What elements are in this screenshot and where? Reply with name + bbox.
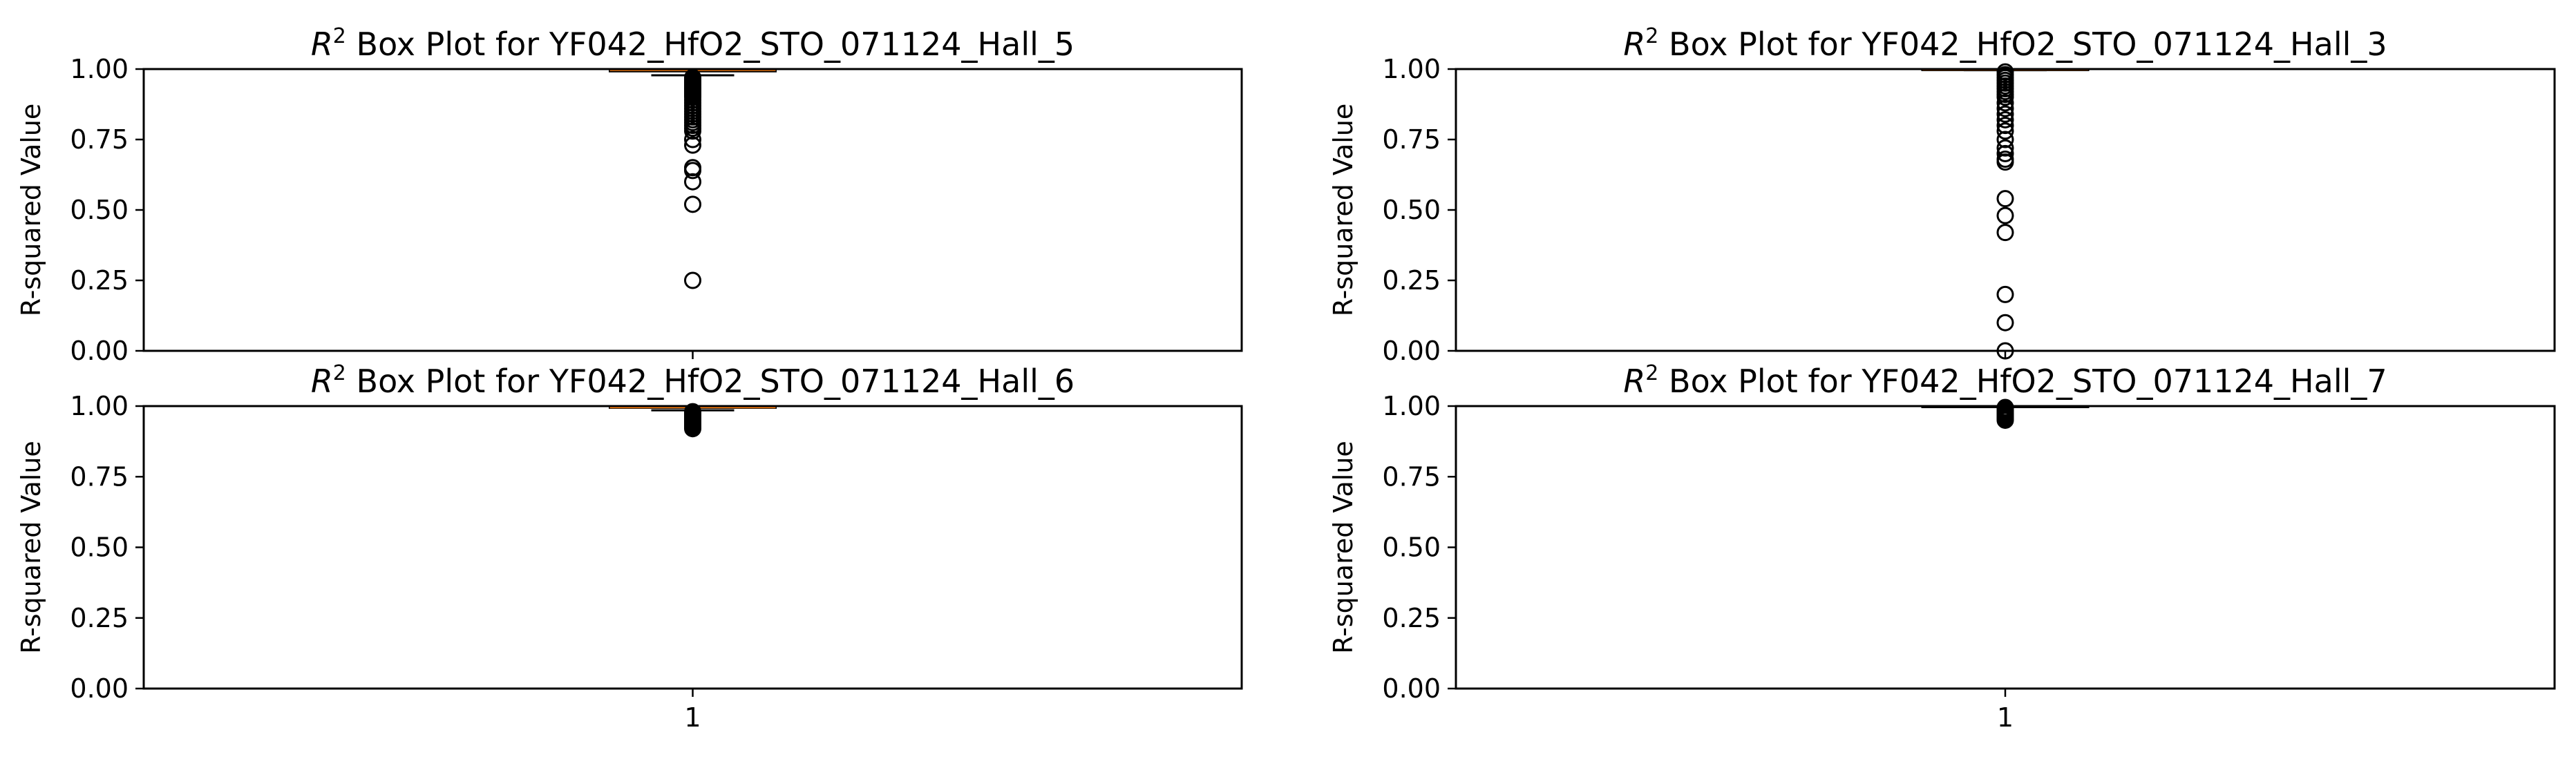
title-symbol: R bbox=[1623, 26, 1645, 63]
outlier-point bbox=[684, 173, 701, 191]
x-tick-label: 1 bbox=[1997, 702, 2014, 733]
outlier-point bbox=[684, 420, 701, 438]
outlier-point bbox=[1996, 111, 2014, 128]
outlier-point bbox=[684, 195, 701, 213]
y-tick-label: 0.00 bbox=[1382, 336, 1441, 366]
title-symbol: R bbox=[311, 363, 333, 400]
y-axis-label: R-squared Value bbox=[1328, 104, 1358, 317]
y-tick-label: 0.75 bbox=[1382, 461, 1441, 492]
y-tick-label: 0.75 bbox=[70, 461, 129, 492]
y-tick-label: 0.00 bbox=[1382, 673, 1441, 704]
subplot-1: R2 Box Plot for YF042_HfO2_STO_071124_Ha… bbox=[16, 24, 1243, 366]
y-tick-label: 0.25 bbox=[1382, 603, 1441, 633]
y-tick-label: 0.00 bbox=[70, 673, 129, 704]
y-tick-label: 0.25 bbox=[70, 265, 129, 296]
subplot-2: R2 Box Plot for YF042_HfO2_STO_071124_Ha… bbox=[1328, 24, 2556, 366]
y-axis-label: R-squared Value bbox=[1328, 441, 1358, 654]
outlier-point bbox=[1996, 139, 2014, 157]
outlier-point bbox=[684, 131, 701, 148]
y-axis-label: R-squared Value bbox=[16, 104, 46, 317]
y-tick-label: 1.00 bbox=[70, 54, 129, 84]
outlier-point bbox=[1996, 153, 2014, 171]
title-superscript: 2 bbox=[333, 361, 346, 385]
outlier-point bbox=[1996, 314, 2014, 332]
subplot-3: R2 Box Plot for YF042_HfO2_STO_071124_Ha… bbox=[16, 361, 1243, 733]
outlier-point bbox=[684, 271, 701, 289]
outlier-point bbox=[1996, 224, 2014, 242]
title-symbol: R bbox=[311, 26, 333, 63]
y-tick-label: 0.50 bbox=[1382, 532, 1441, 563]
title-text: Box Plot for YF042_HfO2_STO_071124_Hall_… bbox=[1658, 363, 2387, 400]
y-tick-label: 1.00 bbox=[1382, 391, 1441, 421]
y-tick-label: 0.00 bbox=[70, 336, 129, 366]
title-text: Box Plot for YF042_HfO2_STO_071124_Hall_… bbox=[346, 26, 1074, 63]
outlier-point bbox=[1996, 206, 2014, 224]
title-text: Box Plot for YF042_HfO2_STO_071124_Hall_… bbox=[1658, 26, 2387, 63]
title-text: Box Plot for YF042_HfO2_STO_071124_Hall_… bbox=[346, 363, 1074, 400]
outlier-point bbox=[1996, 117, 2014, 135]
outlier-point bbox=[1996, 131, 2014, 148]
chart-title: R2 Box Plot for YF042_HfO2_STO_071124_Ha… bbox=[1623, 361, 2387, 400]
outlier-point bbox=[1996, 411, 2014, 429]
title-superscript: 2 bbox=[333, 24, 346, 48]
chart-title: R2 Box Plot for YF042_HfO2_STO_071124_Ha… bbox=[311, 24, 1074, 63]
title-superscript: 2 bbox=[1645, 24, 1658, 48]
outlier-point bbox=[684, 122, 701, 140]
axes-frame bbox=[142, 68, 1243, 352]
outlier-point bbox=[1996, 88, 2014, 106]
title-symbol: R bbox=[1623, 363, 1645, 400]
y-axis-label: R-squared Value bbox=[16, 441, 46, 654]
y-tick-label: 1.00 bbox=[1382, 54, 1441, 84]
y-tick-label: 1.00 bbox=[70, 391, 129, 421]
outlier-point bbox=[684, 162, 701, 180]
y-tick-label: 0.50 bbox=[70, 195, 129, 225]
y-tick-label: 0.25 bbox=[1382, 265, 1441, 296]
chart-title: R2 Box Plot for YF042_HfO2_STO_071124_Ha… bbox=[311, 361, 1074, 400]
axes-frame bbox=[142, 405, 1243, 690]
y-tick-label: 0.75 bbox=[70, 124, 129, 155]
outlier-point bbox=[684, 136, 701, 154]
outlier-point bbox=[1996, 144, 2014, 162]
outlier-point bbox=[1996, 285, 2014, 303]
outlier-point bbox=[1996, 105, 2014, 123]
outlier-point bbox=[1996, 99, 2014, 117]
title-superscript: 2 bbox=[1645, 361, 1658, 385]
x-tick-label: 1 bbox=[684, 702, 701, 733]
y-tick-label: 0.25 bbox=[70, 603, 129, 633]
outlier-point bbox=[1996, 190, 2014, 208]
subplot-4: R2 Box Plot for YF042_HfO2_STO_071124_Ha… bbox=[1328, 361, 2556, 733]
outlier-point bbox=[1996, 94, 2014, 112]
y-tick-label: 0.75 bbox=[1382, 124, 1441, 155]
y-tick-label: 0.50 bbox=[1382, 195, 1441, 225]
chart-title: R2 Box Plot for YF042_HfO2_STO_071124_Ha… bbox=[1623, 24, 2387, 63]
axes-frame bbox=[1455, 68, 2556, 352]
axes-frame bbox=[1455, 405, 2556, 690]
outlier-point bbox=[1996, 122, 2014, 140]
y-tick-label: 0.50 bbox=[70, 532, 129, 563]
